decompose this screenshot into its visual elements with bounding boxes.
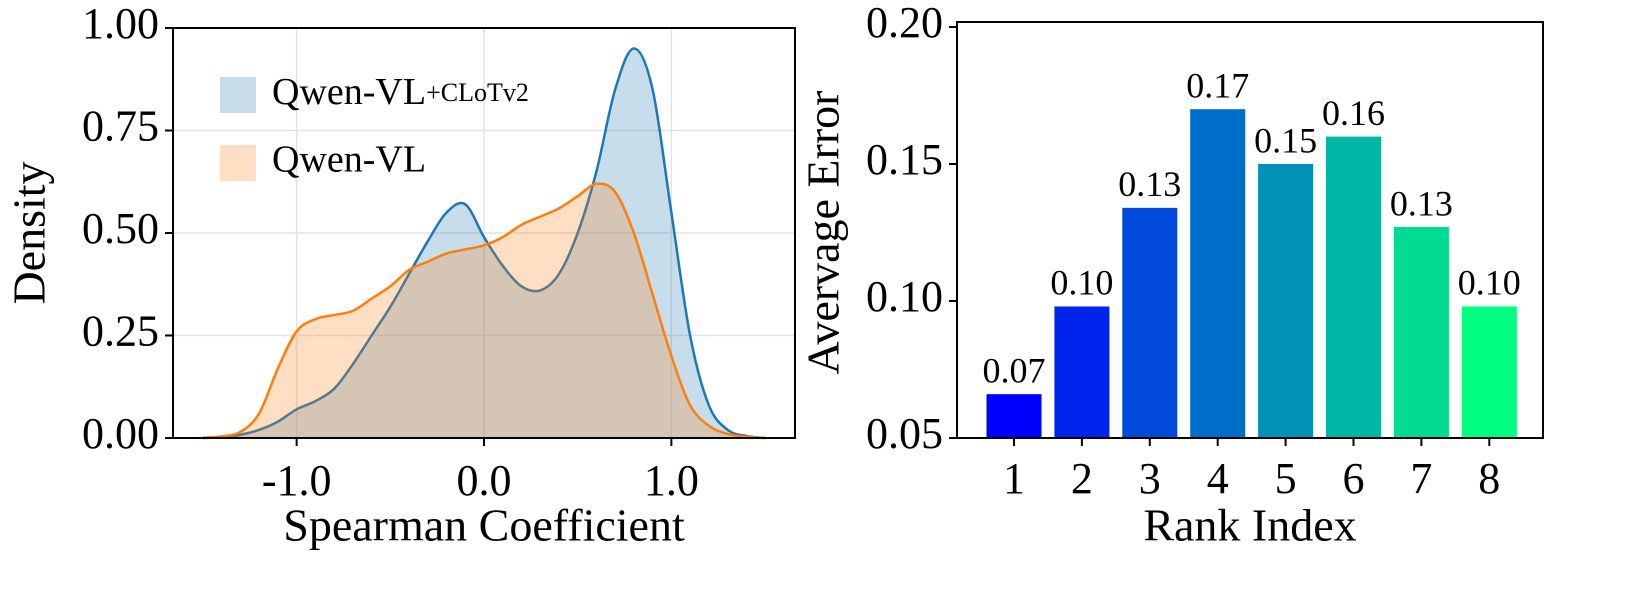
legend-label: Qwen-VL+CLoTv2 bbox=[272, 71, 529, 113]
y-tick-label: 0.05 bbox=[866, 409, 943, 458]
bar-value-label: 0.10 bbox=[1458, 263, 1521, 303]
x-tick-label: 1 bbox=[1003, 454, 1025, 503]
x-axis-label: Rank Index bbox=[1143, 500, 1356, 551]
bar bbox=[1326, 136, 1381, 438]
y-tick-label: 0.15 bbox=[866, 135, 943, 184]
y-tick-label: 0.75 bbox=[82, 102, 159, 151]
bar-value-label: 0.15 bbox=[1254, 120, 1317, 160]
y-tick-label: 0.25 bbox=[82, 307, 159, 356]
bar bbox=[1258, 164, 1314, 438]
x-tick-label: 5 bbox=[1275, 454, 1297, 503]
x-tick-label: 4 bbox=[1207, 454, 1229, 503]
x-tick-label: 8 bbox=[1478, 454, 1500, 503]
legend-label-sub: +CLoTv2 bbox=[426, 78, 529, 107]
y-axis-label: Avervage Error bbox=[798, 91, 849, 375]
density-area bbox=[202, 183, 766, 438]
x-axis-label: Spearman Coefficient bbox=[283, 500, 685, 551]
bar bbox=[1122, 207, 1178, 438]
x-tick-label: 3 bbox=[1139, 454, 1161, 503]
bar bbox=[986, 394, 1042, 438]
bar bbox=[1054, 306, 1110, 438]
y-tick-label: 1.00 bbox=[82, 0, 159, 48]
x-tick-label: 7 bbox=[1410, 454, 1432, 503]
plot-frame bbox=[172, 27, 796, 439]
y-tick-label: 0.10 bbox=[866, 272, 943, 321]
x-tick-label: 2 bbox=[1071, 454, 1093, 503]
density-area bbox=[202, 48, 766, 438]
x-tick-label: 1.0 bbox=[644, 456, 699, 505]
density-line bbox=[202, 47, 766, 440]
y-tick-label: 0.50 bbox=[82, 204, 159, 253]
legend-swatch bbox=[220, 145, 256, 181]
bar bbox=[1190, 109, 1246, 438]
bar bbox=[1393, 227, 1449, 438]
bar bbox=[1461, 306, 1517, 438]
bar-value-label: 0.07 bbox=[983, 350, 1046, 390]
bar-value-label: 0.10 bbox=[1050, 263, 1113, 303]
bar-value-label: 0.17 bbox=[1186, 65, 1249, 105]
legend-swatch bbox=[220, 77, 256, 113]
y-tick-label: 0.20 bbox=[866, 0, 943, 47]
legend-label: Qwen-VL bbox=[272, 139, 426, 181]
x-tick-label: 6 bbox=[1343, 454, 1365, 503]
y-tick-label: 0.00 bbox=[82, 409, 159, 458]
x-tick-label: -1.0 bbox=[262, 456, 332, 505]
legend-label-base: Qwen-VL bbox=[272, 71, 426, 113]
density-line bbox=[202, 182, 766, 440]
bar-value-label: 0.13 bbox=[1390, 183, 1453, 223]
y-axis-label: Density bbox=[4, 161, 55, 304]
plot-frame bbox=[956, 21, 1544, 439]
bar-value-label: 0.13 bbox=[1118, 164, 1181, 204]
x-tick-label: 0.0 bbox=[457, 456, 512, 505]
bar-value-label: 0.16 bbox=[1322, 93, 1385, 133]
